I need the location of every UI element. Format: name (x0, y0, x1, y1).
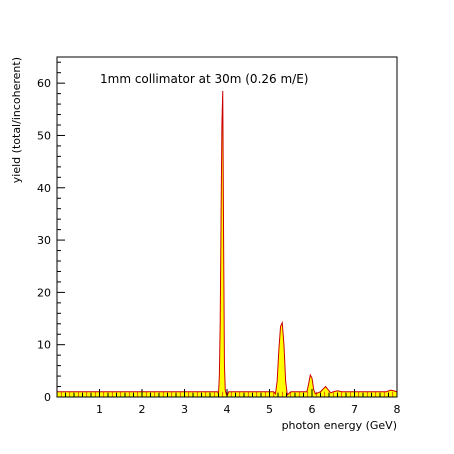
series-area (57, 91, 397, 397)
chart-annotation: 1mm collimator at 30m (0.26 m/E) (100, 72, 308, 86)
x-tick-label: 4 (224, 403, 231, 416)
x-tick-label: 1 (96, 403, 103, 416)
y-tick-label: 20 (37, 286, 51, 299)
x-tick-label: 7 (351, 403, 358, 416)
y-tick-label: 50 (37, 129, 51, 142)
y-tick-label: 40 (37, 182, 51, 195)
x-tick-label: 2 (139, 403, 146, 416)
y-tick-label: 60 (37, 77, 51, 90)
plot-frame (56, 56, 398, 398)
y-tick-label: 30 (37, 234, 51, 247)
x-tick-label: 8 (394, 403, 401, 416)
x-tick-label: 5 (266, 403, 273, 416)
y-axis-label: yield (total/incoherent) (10, 57, 23, 183)
series-line (57, 90, 398, 398)
y-tick-label: 10 (37, 339, 51, 352)
x-axis-label: photon energy (GeV) (282, 419, 397, 432)
x-tick-label: 6 (309, 403, 316, 416)
y-tick-label: 0 (44, 391, 51, 404)
x-tick-label: 3 (181, 403, 188, 416)
